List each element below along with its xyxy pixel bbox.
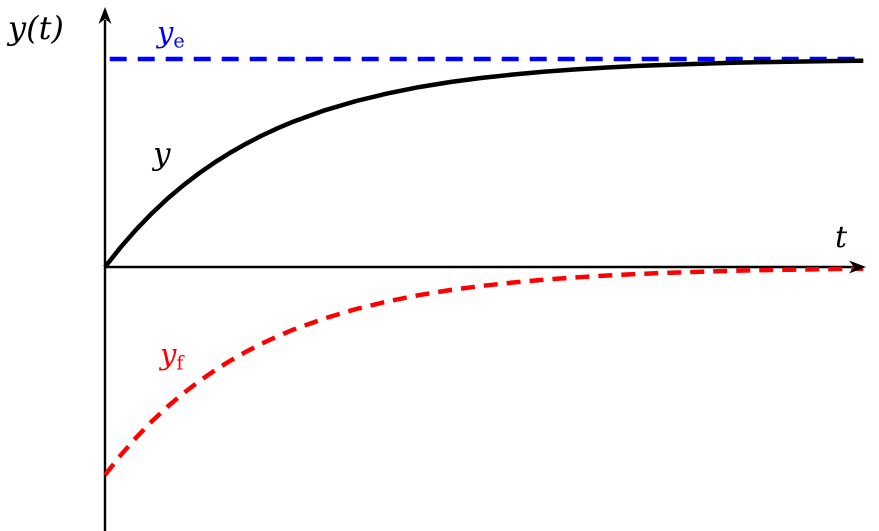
equilibrium-line-label: ye xyxy=(157,15,185,51)
t-axis-arrowhead-icon xyxy=(849,260,866,274)
y-axis-label-text: y(t) xyxy=(8,9,64,47)
yf-label-subscript: f xyxy=(176,351,184,375)
y-axis-arrowhead-icon xyxy=(98,7,112,24)
curve-y-label: y xyxy=(153,139,171,170)
curve-y_f xyxy=(103,266,864,477)
curve-y xyxy=(103,58,864,269)
yf-label-base: y xyxy=(160,337,177,371)
free-response-curve-label: yf xyxy=(160,337,183,373)
ye-label-base: y xyxy=(157,15,174,49)
y-axis-label: y(t) xyxy=(8,12,64,44)
t-axis-label-text: t xyxy=(835,220,848,255)
t-axis-label: t xyxy=(835,223,847,253)
curve-y-label-text: y xyxy=(153,136,171,172)
ye-label-subscript: e xyxy=(173,29,185,53)
